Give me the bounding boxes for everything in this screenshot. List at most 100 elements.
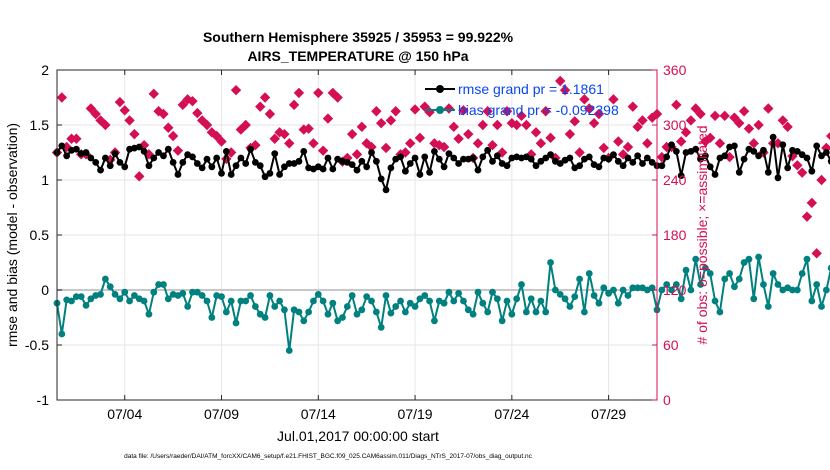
rmse-point <box>624 154 632 162</box>
bias-point <box>822 286 830 294</box>
assimilated-count-marker <box>676 136 687 147</box>
rmse-point <box>218 170 225 177</box>
bias-point <box>101 275 109 283</box>
bias-point <box>619 286 627 294</box>
rmse-point <box>818 152 825 160</box>
assimilated-count-marker <box>627 101 638 112</box>
assimilated-count-marker <box>463 128 474 140</box>
rmse-point <box>731 142 738 150</box>
rmse-point <box>793 148 801 155</box>
assimilated-count-marker <box>801 211 813 222</box>
bias-point <box>813 281 821 288</box>
rmse-point <box>658 162 666 170</box>
assimilated-count-marker <box>288 99 300 111</box>
assimilated-count-marker <box>574 147 585 158</box>
assimilated-count-marker <box>390 106 401 117</box>
x-axis-label: Jul.01,2017 00:00:00 start <box>277 428 439 444</box>
assimilated-count-marker <box>622 141 634 153</box>
assimilated-count-marker <box>351 149 363 160</box>
rmse-point <box>668 141 675 149</box>
rmse-point <box>503 162 511 170</box>
right-y-tick-label: 240 <box>663 172 687 188</box>
bias-point <box>116 295 124 303</box>
legend-bias-marker <box>436 106 444 114</box>
bias-point <box>319 297 327 305</box>
assimilated-count-marker <box>158 108 169 120</box>
bias-point <box>711 297 719 305</box>
bias-point <box>445 288 453 296</box>
bias-point <box>498 317 506 325</box>
rmse-point <box>116 159 124 166</box>
assimilated-count-marker <box>613 136 624 147</box>
bias-point <box>556 291 564 298</box>
bias-point <box>464 306 472 314</box>
assimilated-count-marker <box>148 88 159 100</box>
assimilated-count-marker <box>588 117 600 129</box>
left-y-tick-label: 0 <box>41 282 49 298</box>
bias-point <box>687 286 695 294</box>
rmse-point <box>247 145 254 153</box>
rmse-point <box>740 155 748 163</box>
bias-point <box>590 292 598 299</box>
bias-point <box>493 295 501 303</box>
rmse-point <box>634 152 642 160</box>
x-tick-label: 07/04 <box>107 406 142 422</box>
bias-point <box>150 288 158 296</box>
rmse-point <box>527 155 535 163</box>
assimilated-count-marker <box>211 130 222 142</box>
bias-point <box>397 297 404 305</box>
rmse-point <box>97 166 104 174</box>
rmse-point <box>474 166 482 174</box>
x-axis-ticks: 07/04 07/09 07/14 07/19 07/24 07/29 <box>107 70 626 422</box>
bias-point <box>585 270 593 277</box>
rmse-point <box>363 163 371 171</box>
assimilated-count-marker <box>496 147 508 158</box>
assimilated-count-marker <box>598 142 609 154</box>
assimilated-count-marker <box>806 197 818 209</box>
bias-point <box>789 286 796 294</box>
bias-point <box>551 286 559 294</box>
bias-point <box>416 295 424 303</box>
rmse-point <box>358 157 366 165</box>
bias-point <box>508 310 516 318</box>
rmse-point <box>755 152 763 160</box>
assimilated-count-marker <box>317 145 329 156</box>
right-y-axis-label: # of obs: o=possible; ×=assimilated <box>694 125 710 344</box>
assimilated-count-marker <box>579 94 590 105</box>
rmse-point <box>721 152 729 160</box>
assimilated-count-marker <box>690 103 701 114</box>
rmse-point <box>353 166 361 174</box>
assimilated-count-marker <box>777 115 788 126</box>
assimilated-count-marker <box>642 138 653 149</box>
assimilated-count-marker <box>453 133 464 144</box>
bias-point <box>793 286 801 294</box>
assimilated-count-marker <box>376 117 387 129</box>
left-y-tick-label: 0.5 <box>30 227 50 243</box>
assimilated-count-marker <box>738 106 750 117</box>
assimilated-count-marker <box>511 119 522 131</box>
assimilated-count-marker <box>71 133 82 144</box>
assimilated-count-marker <box>250 139 261 151</box>
assimilated-count-marker <box>792 160 803 171</box>
rmse-point <box>798 151 806 159</box>
assimilated-count-marker <box>279 128 290 140</box>
assimilated-count-marker <box>569 116 580 127</box>
bias-point <box>329 299 337 307</box>
bias-point <box>735 275 743 283</box>
assimilated-count-marker <box>172 145 184 156</box>
rmse-point <box>276 171 283 178</box>
assimilated-count-marker <box>201 119 213 131</box>
rmse-point <box>101 154 109 162</box>
rmse-point <box>619 162 627 170</box>
bias-point <box>281 306 288 314</box>
bias-point <box>634 284 642 292</box>
assimilated-count-marker <box>671 99 682 111</box>
rmse-point <box>135 143 143 151</box>
bias-point <box>198 292 206 299</box>
rmse-point <box>401 167 409 175</box>
rmse-point <box>368 149 375 156</box>
bias-point <box>285 347 293 354</box>
assimilated-count-marker <box>632 121 643 133</box>
assimilated-count-marker <box>85 103 97 114</box>
bias-point <box>300 317 308 325</box>
